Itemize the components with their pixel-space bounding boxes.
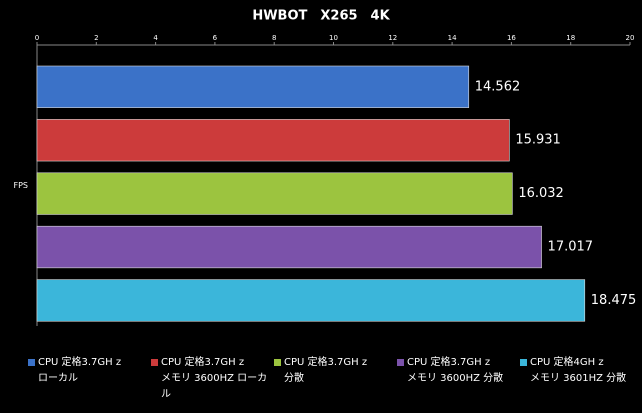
value-label: 15.931 — [515, 133, 561, 148]
y-tick-label: FPS — [13, 181, 28, 190]
legend-item: CPU 定格3.7GH z メモリ 3600HZ ローカル — [151, 355, 274, 403]
x-tick-label: 10 — [329, 34, 338, 42]
legend-swatch — [274, 359, 281, 366]
x-tick-label: 14 — [448, 34, 457, 42]
x-tick-label: 0 — [35, 34, 39, 42]
legend-label: CPU 定格3.7GH z メモリ 3600HZ 分散 — [407, 357, 504, 384]
legend-item: CPU 定格4GH z メモリ 3601HZ 分散 — [520, 355, 642, 403]
x-tick-label: 2 — [94, 34, 98, 42]
bar — [36, 119, 510, 162]
legend-item: CPU 定格3.7GH z メモリ 3600HZ 分散 — [397, 355, 520, 403]
chart-title: HWBOT X265 4K — [252, 9, 390, 24]
legend-swatch — [520, 359, 527, 366]
legend-label: CPU 定格3.7GH z ローカル — [38, 357, 122, 384]
value-label: 18.475 — [591, 293, 637, 308]
legend-swatch — [151, 359, 158, 366]
x-tick-label: 8 — [272, 34, 276, 42]
legend-label: CPU 定格3.7GH z 分散 — [284, 357, 368, 384]
bar — [36, 279, 586, 322]
legend-item: CPU 定格3.7GH z ローカル — [28, 355, 151, 403]
value-label: 16.032 — [518, 186, 564, 201]
value-label: 17.017 — [548, 240, 594, 255]
x-tick-label: 6 — [213, 34, 218, 42]
value-label: 14.562 — [475, 79, 521, 94]
x-tick-label: 4 — [153, 34, 158, 42]
bar — [36, 65, 470, 108]
legend-label: CPU 定格3.7GH z メモリ 3600HZ ローカル — [161, 357, 268, 400]
bar — [36, 225, 542, 269]
legend-label: CPU 定格4GH z メモリ 3601HZ 分散 — [530, 357, 627, 384]
x-tick-label: 20 — [626, 34, 635, 42]
legend: CPU 定格3.7GH z ローカル CPU 定格3.7GH z メモリ 3600… — [28, 355, 642, 403]
legend-swatch — [397, 359, 404, 366]
legend-swatch — [28, 359, 35, 366]
legend-item: CPU 定格3.7GH z 分散 — [274, 355, 397, 403]
x-tick-label: 12 — [388, 34, 397, 42]
x-tick-label: 18 — [566, 34, 575, 42]
bar — [36, 172, 513, 215]
x-tick-label: 16 — [507, 34, 516, 42]
